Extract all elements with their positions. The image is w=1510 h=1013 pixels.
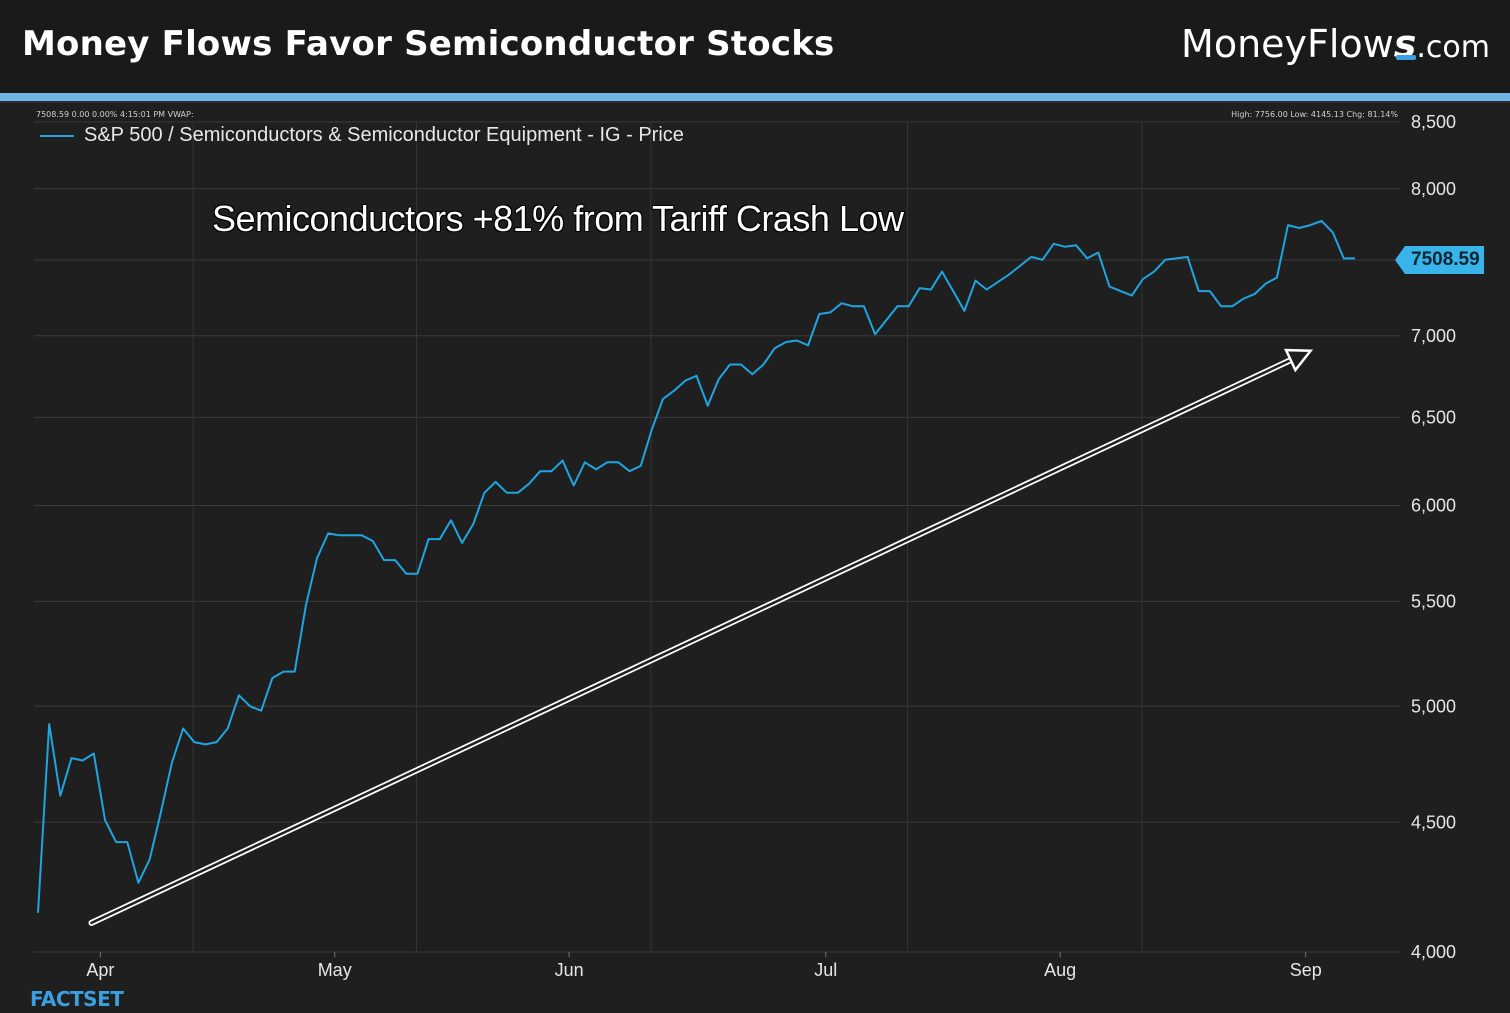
annotation-arrow-head (1284, 348, 1314, 373)
y-tick-label: 4,000 (1411, 942, 1456, 962)
y-tick-label: 8,500 (1411, 112, 1456, 132)
x-tick-label: May (318, 960, 352, 980)
price-series-line (37, 219, 1355, 913)
y-tick-label: 7,000 (1411, 326, 1456, 346)
y-tick-label: 6,000 (1411, 496, 1456, 516)
source-logo: FACTSET (30, 987, 124, 1011)
y-tick-label: 6,500 (1411, 407, 1456, 427)
y-tick-label: 8,000 (1411, 179, 1456, 199)
y-tick-label: 5,500 (1411, 591, 1456, 611)
accent-bar (0, 93, 1510, 101)
chart-legend: S&P 500 / Semiconductors & Semiconductor… (40, 124, 684, 147)
y-tick-label: 4,500 (1411, 812, 1456, 832)
chart-annotation: Semiconductors +81% from Tariff Crash Lo… (211, 197, 904, 240)
last-price-tag: 7508.59 (1395, 246, 1484, 274)
x-tick-label: Apr (86, 960, 114, 980)
legend-swatch (40, 134, 74, 137)
header-bar: Money Flows Favor Semiconductor Stocks M… (0, 0, 1510, 93)
x-tick-label: Aug (1044, 960, 1076, 980)
accent-divider (0, 101, 1510, 103)
annotation-arrow-inner (90, 352, 1307, 925)
brand-logo: MoneyFlows.com (1181, 22, 1490, 66)
y-tick-label: 5,000 (1411, 696, 1456, 716)
x-tick-label: Jul (814, 960, 837, 980)
brand-s-mark: s (1393, 22, 1417, 66)
quote-info-left: 7508.59 0.00 0.00% 4:15:01 PM VWAP: (36, 110, 194, 119)
page-title: Money Flows Favor Semiconductor Stocks (22, 24, 835, 64)
quote-info-right: High: 7756.00 Low: 4145.13 Chg: 81.14% (1231, 110, 1398, 119)
brand-name: MoneyFlow (1181, 22, 1394, 66)
x-tick-label: Jun (555, 960, 584, 980)
brand-suffix: .com (1416, 30, 1490, 65)
x-tick-label: Sep (1290, 960, 1322, 980)
legend-label: S&P 500 / Semiconductors & Semiconductor… (84, 124, 684, 146)
